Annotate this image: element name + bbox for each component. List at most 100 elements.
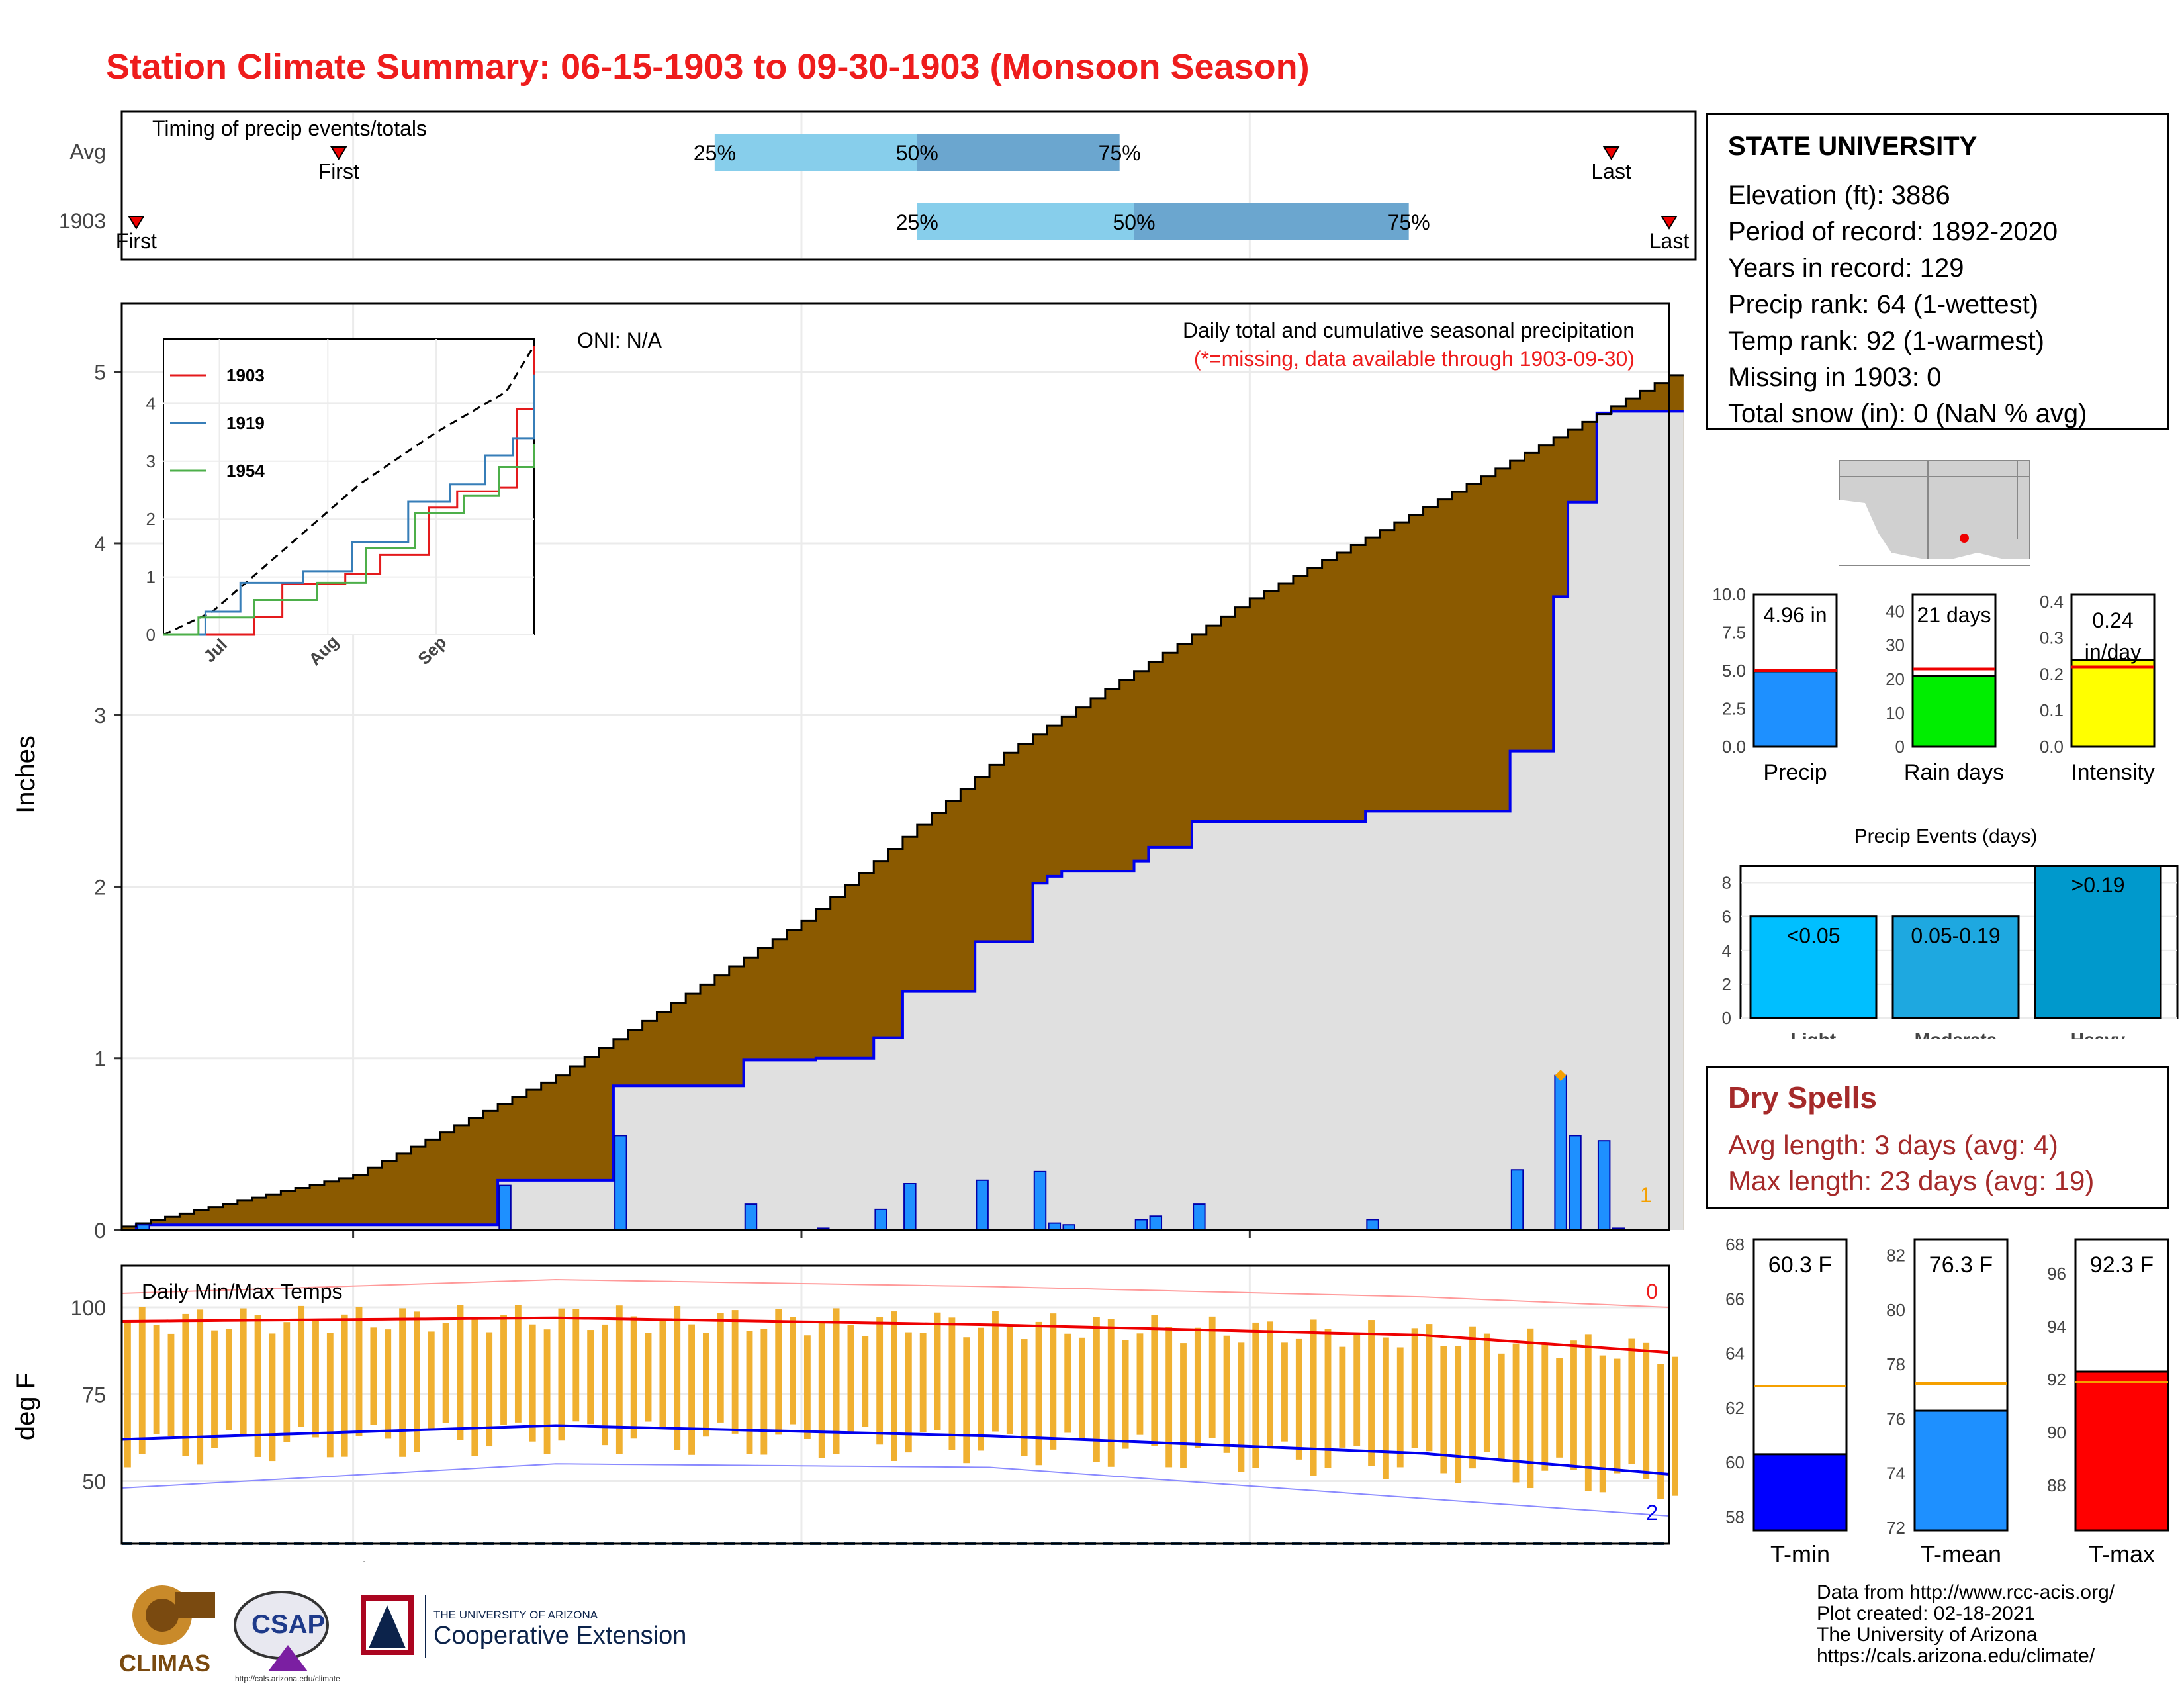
ua-logo[interactable]: THE UNIVERSITY OF ARIZONA Cooperative Ex… — [361, 1595, 686, 1658]
daily-temp-bar — [197, 1309, 204, 1465]
daily-temp-bar — [414, 1311, 420, 1452]
daily-temp-bar — [659, 1318, 666, 1429]
temp-frame — [120, 1264, 1670, 1545]
daily-temp-bar — [529, 1324, 536, 1442]
daily-temp-bar — [775, 1309, 782, 1435]
daily-temp-bar — [1310, 1319, 1317, 1476]
daily-temp-bar — [341, 1314, 348, 1457]
temp-ytick-label: 75 — [82, 1383, 106, 1407]
dry-spells-box: Dry Spells Avg length: 3 days (avg: 4) M… — [1706, 1066, 2169, 1209]
timing-1903-last-marker — [1661, 216, 1678, 230]
daily-precip-bar — [744, 1203, 758, 1231]
daily-temp-bar — [1252, 1322, 1259, 1468]
daily-temp-bar — [1107, 1319, 1115, 1467]
daily-temp-bar — [688, 1324, 696, 1455]
daily-temp-bar — [1122, 1340, 1129, 1449]
daily-temp-bar — [731, 1310, 739, 1434]
temp-ytick-label: 50 — [82, 1470, 106, 1494]
events-ytick-label: 8 — [1722, 873, 1731, 893]
daily-precip-bar — [903, 1183, 917, 1231]
summary-ytick-label: 0.3 — [2040, 628, 2064, 648]
daily-temp-bar — [283, 1322, 291, 1442]
daily-temp-bar — [674, 1305, 681, 1450]
daily-precip-bar — [1134, 1219, 1148, 1231]
daily-temp-bar — [124, 1321, 131, 1468]
daily-temp-bar — [992, 1311, 999, 1432]
tsum-ytick-label: 72 — [1886, 1518, 1905, 1538]
summary-bar-label: Rain days — [1904, 760, 2004, 785]
daily-precip-bar — [976, 1179, 989, 1231]
daily-precip-bar — [1193, 1203, 1206, 1231]
daily-temp-bar — [1223, 1335, 1230, 1453]
timing-1903-first-marker — [128, 216, 145, 230]
daily-temp-bar — [500, 1315, 507, 1425]
daily-temp-bar — [514, 1305, 522, 1423]
summary-bar-rain-days — [1911, 675, 1997, 748]
temp-xtick-label: Sep — [1231, 1558, 1269, 1562]
timing-avg-iqr-high-bar — [917, 134, 1120, 171]
daily-temp-bar — [833, 1308, 840, 1454]
timing-1903-first-label: First — [116, 229, 157, 253]
events-bar-range: >0.19 — [2071, 873, 2125, 897]
inset-series-1903 — [163, 346, 535, 636]
summary-ytick-label: 2.5 — [1722, 699, 1746, 719]
avg-cumulative-line — [122, 374, 1684, 1228]
daily-temp-bar — [1455, 1346, 1462, 1483]
timing-avg-first-label: First — [318, 160, 359, 183]
precip-ytick-label: 0 — [94, 1219, 106, 1243]
csap-logo[interactable]: CSAP http://cals.arizona.edu/climate — [234, 1591, 340, 1683]
timing-avg-p25-label: 25% — [694, 141, 736, 165]
page-title: Station Climate Summary: 06-15-1903 to 0… — [106, 47, 1310, 87]
events-bar-label: Heavy — [2071, 1029, 2126, 1039]
inset-series-1919 — [163, 374, 535, 636]
daily-temp-bar — [1657, 1364, 1664, 1499]
daily-temp-bar — [978, 1327, 985, 1451]
daily-temp-bar — [1136, 1333, 1144, 1435]
daily-temp-bar — [486, 1332, 493, 1447]
timing-1903-p75-label: 75% — [1388, 211, 1430, 234]
dry-spells-max: Max length: 23 days (avg: 19) — [1728, 1165, 2095, 1196]
record-min-line — [121, 1463, 1670, 1517]
daily-temp-bar — [891, 1311, 897, 1461]
daily-precip-bar — [1510, 1169, 1524, 1231]
ua-big-text: Cooperative Extension — [433, 1622, 686, 1650]
temp-xtick-label: Jul — [340, 1558, 367, 1562]
summary-ytick-label: 0.0 — [2040, 737, 2064, 757]
precip-ytick-label: 2 — [94, 875, 106, 899]
tsum-ytick-label: 76 — [1886, 1409, 1905, 1429]
daily-temp-bar — [1368, 1320, 1375, 1466]
summary-ytick-label: 0 — [1895, 737, 1905, 757]
daily-temp-bar — [919, 1333, 927, 1432]
daily-temp-bar — [1180, 1343, 1187, 1468]
daily-temp-bar — [572, 1309, 580, 1422]
daily-temp-bar — [1267, 1321, 1274, 1448]
daily-precip-bar — [498, 1184, 512, 1231]
daily-temp-bar — [602, 1324, 608, 1446]
daily-temp-bar — [790, 1317, 796, 1425]
daily-temp-bar — [1208, 1316, 1216, 1438]
inset-ytick-label: 3 — [146, 451, 156, 471]
daily-temp-bar — [615, 1305, 623, 1454]
temp-cold-count: 2 — [1646, 1501, 1658, 1524]
daily-temp-bar — [471, 1317, 478, 1456]
precip-ytick-label: 5 — [94, 361, 106, 385]
daily-temp-bar — [211, 1330, 218, 1448]
timing-row-avg: Avg — [69, 140, 106, 164]
climas-logo[interactable]: CLIMAS — [119, 1585, 215, 1677]
timing-avg-iqr-low-bar — [714, 134, 917, 171]
precip-header: Daily total and cumulative seasonal prec… — [1183, 318, 1635, 342]
daily-temp-bar — [1006, 1325, 1013, 1434]
daily-temp-bar — [326, 1333, 334, 1458]
timing-avg-last-label: Last — [1591, 160, 1631, 183]
daily-temp-bar — [1079, 1337, 1085, 1440]
station-missing: Missing in 1903: 0 — [1728, 363, 1942, 392]
daily-precip-bar — [1569, 1135, 1582, 1231]
daily-precip-bar — [1554, 1074, 1567, 1231]
daily-temp-bar — [298, 1305, 305, 1427]
credit-line-2: Plot created: 02-18-2021 — [1817, 1603, 2036, 1624]
daily-precip-bar — [874, 1208, 887, 1231]
inset-frame — [163, 338, 535, 635]
precip-ytick-label: 4 — [94, 532, 106, 556]
precip-events-chart: Precip Events (days) 0 2 4 6 8 <0.05 Light 0.05… — [1722, 825, 2179, 1039]
